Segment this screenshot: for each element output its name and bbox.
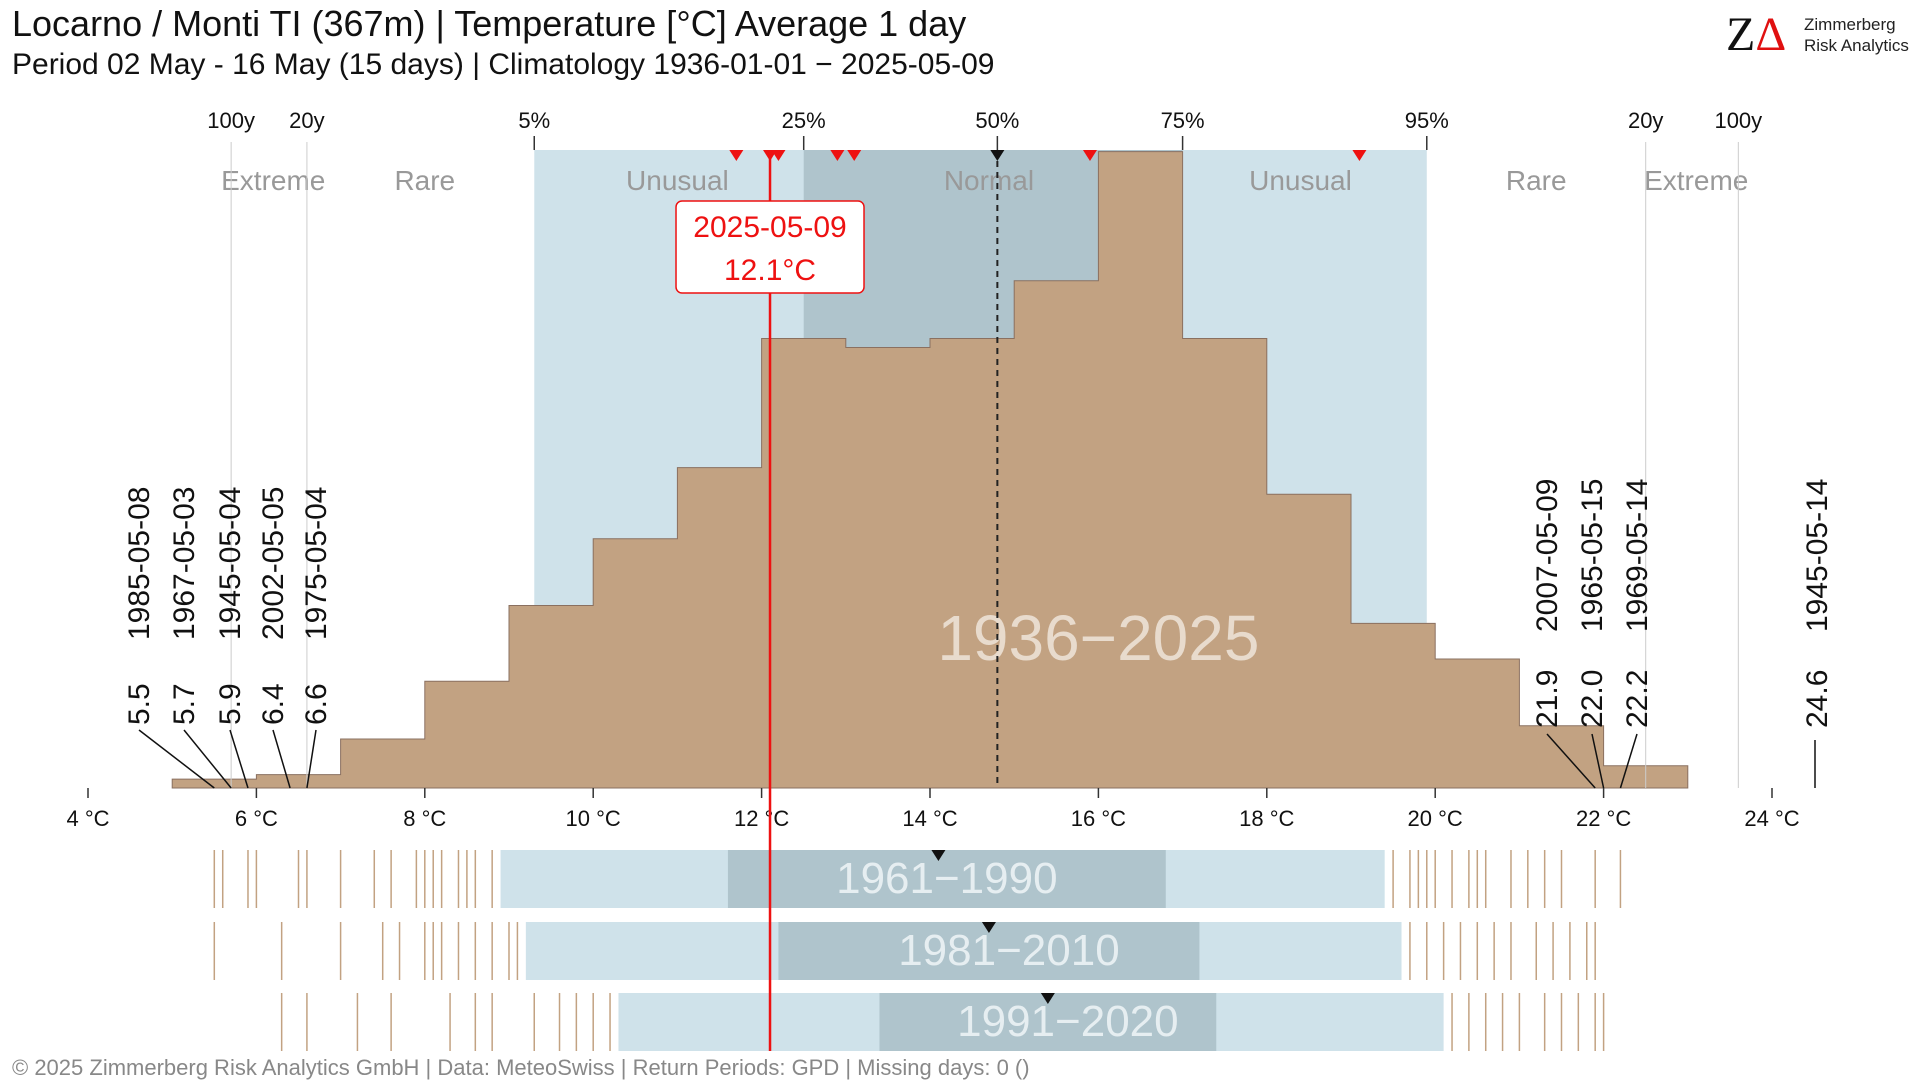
low-extreme-date: 2002-05-05: [257, 487, 290, 640]
chart-subtitle: Period 02 May - 16 May (15 days) | Clima…: [12, 48, 995, 81]
strip-period-label: 1981−2010: [898, 926, 1119, 975]
return-period-label: 100y: [207, 108, 255, 133]
recent-day-marker: [771, 150, 786, 161]
high-extreme-date: 1969-05-14: [1621, 479, 1654, 632]
band-label: Rare: [394, 165, 455, 196]
percentile-label: 50%: [975, 108, 1019, 133]
histogram: [171, 151, 1689, 789]
low-extreme-date: 1945-05-04: [214, 487, 247, 640]
x-axis-tick-label: 10 °C: [566, 806, 621, 831]
median-marker: [990, 150, 1005, 161]
high-extreme-value: 21.9: [1531, 670, 1564, 728]
low-extreme-value: 6.4: [257, 683, 290, 725]
band-label: Normal: [944, 165, 1034, 196]
percentile-label: 5%: [518, 108, 550, 133]
band-label: Unusual: [626, 165, 729, 196]
return-period-label: 20y: [1628, 108, 1663, 133]
histogram-area: [171, 151, 1689, 789]
x-axis-tick-label: 22 °C: [1576, 806, 1631, 831]
low-extreme-leader: [138, 729, 215, 789]
high-extreme-value: 24.6: [1801, 670, 1834, 728]
x-axis-tick-label: 4 °C: [66, 806, 109, 831]
footer-credit: © 2025 Zimmerberg Risk Analytics GmbH | …: [12, 1055, 1030, 1080]
x-axis-tick-label: 14 °C: [902, 806, 957, 831]
logo-mark: ZΔ: [1726, 8, 1786, 62]
chart-title: Locarno / Monti TI (367m) | Temperature …: [12, 3, 967, 44]
band-label: Rare: [1506, 165, 1567, 196]
low-extreme-value: 5.5: [123, 683, 156, 725]
band-label: Extreme: [221, 165, 325, 196]
logo: ZΔ Zimmerberg Risk Analytics: [1726, 8, 1916, 62]
band-labels: Extreme Rare Unusual Normal Unusual Rare Extre…: [221, 165, 1748, 196]
band-label: Extreme: [1644, 165, 1748, 196]
recent-day-marker: [1082, 150, 1097, 161]
recent-day-marker: [830, 150, 845, 161]
logo-letter-z: Z: [1726, 8, 1756, 61]
low-extreme-leader: [183, 729, 232, 789]
recent-day-marker: [729, 150, 744, 161]
return-period-label: 100y: [1714, 108, 1762, 133]
strip-normal-band: [727, 850, 1166, 908]
strip-median-marker: [931, 850, 946, 861]
low-extreme-date: 1985-05-08: [123, 487, 156, 640]
x-axis-tick-label: 24 °C: [1744, 806, 1799, 831]
logo-delta-icon: Δ: [1755, 8, 1787, 61]
logo-line1: Zimmerberg: [1804, 15, 1896, 34]
high-extreme-value: 22.0: [1576, 670, 1609, 728]
highlight-label-box: [675, 200, 865, 294]
return-period-label: 20y: [289, 108, 324, 133]
percentile-label: 75%: [1161, 108, 1205, 133]
x-axis-tick-label: 6 °C: [235, 806, 278, 831]
highlight-date: 2025-05-09: [693, 211, 846, 244]
high-extreme-leader: [1546, 733, 1596, 789]
percentile-label: 95%: [1405, 108, 1449, 133]
percentile-label: 25%: [782, 108, 826, 133]
logo-line2: Risk Analytics: [1804, 36, 1909, 55]
highlight-value: 12.1°C: [724, 254, 816, 287]
recent-markers: [729, 150, 1367, 161]
high-extreme-date: 2007-05-09: [1531, 479, 1564, 632]
high-extreme-date: 1945-05-14: [1801, 479, 1834, 632]
low-extreme-value: 5.7: [168, 683, 201, 725]
x-axis-tick-label: 16 °C: [1071, 806, 1126, 831]
high-extreme-date: 1965-05-15: [1576, 479, 1609, 632]
highlight-layer: 2025-05-09 12.1°C: [675, 150, 865, 1051]
reference-lines: [230, 142, 1739, 788]
watermark-layer: 1936−2025: [937, 602, 1259, 674]
x-axis-tick-label: 8 °C: [403, 806, 446, 831]
watermark-period: 1936−2025: [937, 602, 1259, 674]
logo-text: Zimmerberg Risk Analytics: [1804, 14, 1909, 56]
strip-median-marker: [981, 922, 996, 933]
low-extreme-leader: [229, 729, 249, 789]
low-extreme-value: 5.9: [214, 683, 247, 725]
x-axis-tick-label: 20 °C: [1408, 806, 1463, 831]
high-extreme-value: 22.2: [1621, 670, 1654, 728]
low-extreme-date: 1975-05-04: [300, 487, 333, 640]
x-axis-tick-label: 18 °C: [1239, 806, 1294, 831]
strip-period-label: 1991−2020: [957, 997, 1178, 1046]
low-extreme-leader: [272, 729, 291, 789]
low-extreme-value: 6.6: [300, 683, 333, 725]
low-extreme-date: 1967-05-03: [168, 487, 201, 640]
percentile-axis: 5% 25% 50% 75% 95% 100y 20y 20y 100y: [207, 108, 1762, 150]
x-axis-tick-label: 12 °C: [734, 806, 789, 831]
high-extreme-leader: [1591, 733, 1605, 789]
high-extreme-leader: [1619, 733, 1638, 789]
recent-day-marker: [847, 150, 862, 161]
low-extreme-leader: [306, 729, 317, 789]
strip-period-label: 1961−1990: [836, 854, 1057, 903]
period-strips: 1961−1990 1981−2010 1991−2020: [213, 850, 1622, 1051]
temperature-axis: 4 °C 6 °C 8 °C 10 °C 12 °C 14 °C 16 °C 18 °C 20 …: [66, 788, 1800, 831]
strip-median-marker: [1040, 993, 1055, 1004]
band-label: Unusual: [1249, 165, 1352, 196]
recent-day-marker: [1352, 150, 1367, 161]
extreme-annotations: 1985-05-08 5.5 1967-05-03 5.7 1945-05-04 5.9 2…: [123, 479, 1834, 789]
